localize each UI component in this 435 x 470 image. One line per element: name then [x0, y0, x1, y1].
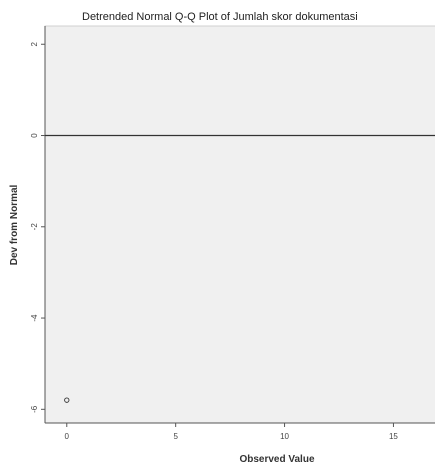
y-axis: 2 0 -2 -4 -6 [30, 26, 46, 423]
x-tick-label: 5 [173, 432, 178, 441]
points-group [64, 397, 70, 403]
data-point [64, 397, 70, 403]
x-axis-title: Observed Value [239, 454, 314, 465]
y-axis-title: Dev from Normal [9, 184, 20, 265]
x-tick-label: 0 [65, 432, 70, 441]
y-tick-label: -4 [30, 314, 39, 322]
y-tick-label: 0 [30, 133, 39, 138]
y-tick-label: 2 [30, 41, 39, 46]
x-axis: 0 5 10 15 [45, 422, 435, 441]
x-tick-label: 15 [389, 432, 398, 441]
x-tick-label: 10 [280, 432, 289, 441]
y-tick-label: -2 [30, 223, 39, 231]
plot-area [44, 25, 435, 424]
y-tick-label: -6 [30, 405, 39, 413]
chart-title: Detrended Normal Q-Q Plot of Jumlah skor… [82, 11, 358, 23]
